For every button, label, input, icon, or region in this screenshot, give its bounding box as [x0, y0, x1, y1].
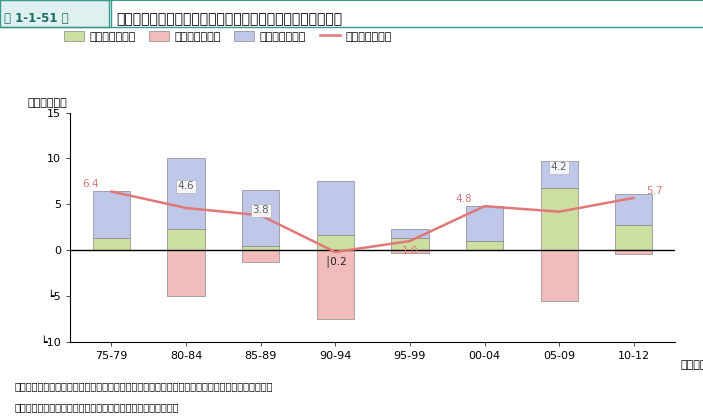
Text: 4.2: 4.2 [551, 162, 567, 172]
Bar [615, 250, 652, 254]
Text: 5.7: 5.7 [647, 186, 663, 196]
Text: 1.0: 1.0 [401, 246, 418, 256]
Text: （年率、％）: （年率、％） [28, 98, 67, 108]
Bar [167, 250, 205, 296]
Bar [541, 188, 578, 250]
Bar [93, 238, 130, 250]
Text: 実質労働生産性上昇率の推移とその変動要因（中小製造業）: 実質労働生産性上昇率の推移とその変動要因（中小製造業） [116, 12, 342, 26]
Bar [316, 250, 354, 319]
Bar [466, 206, 503, 241]
Bar [242, 250, 279, 262]
Bar [392, 238, 429, 250]
Bar [541, 161, 578, 188]
Bar [466, 241, 503, 250]
Text: （注）　資本金２千万円以上１億円未満を中小製造業とした。: （注） 資本金２千万円以上１億円未満を中小製造業とした。 [14, 402, 179, 412]
Legend: 実質付加価値率, 実質資本回転率, 実質資本装備率, 実質労働生産性: 実質付加価値率, 実質資本回転率, 実質資本装備率, 実質労働生産性 [64, 31, 392, 42]
Bar [615, 226, 652, 250]
Bar [93, 191, 130, 238]
Bar [392, 229, 429, 238]
Text: （年度）: （年度） [681, 360, 703, 370]
Bar [615, 194, 652, 226]
Text: 4.8: 4.8 [456, 194, 472, 204]
Text: 6.4: 6.4 [82, 179, 98, 189]
Bar [316, 235, 354, 250]
Text: 3.8: 3.8 [252, 205, 269, 215]
Text: │0.2: │0.2 [324, 255, 347, 266]
Bar [541, 250, 578, 301]
Bar [167, 158, 205, 229]
Bar [392, 250, 429, 253]
Bar [242, 246, 279, 250]
Bar [316, 181, 354, 235]
Text: 4.6: 4.6 [178, 181, 194, 191]
Text: 資料：日本銀行「全国企業短期経済観測調査」、「企業物価指数」、財務省「法人企業統計年報」: 資料：日本銀行「全国企業短期経済観測調査」、「企業物価指数」、財務省「法人企業統… [14, 382, 273, 392]
Bar [167, 229, 205, 250]
Text: 第 1-1-51 図: 第 1-1-51 図 [4, 12, 68, 25]
Bar [242, 190, 279, 246]
